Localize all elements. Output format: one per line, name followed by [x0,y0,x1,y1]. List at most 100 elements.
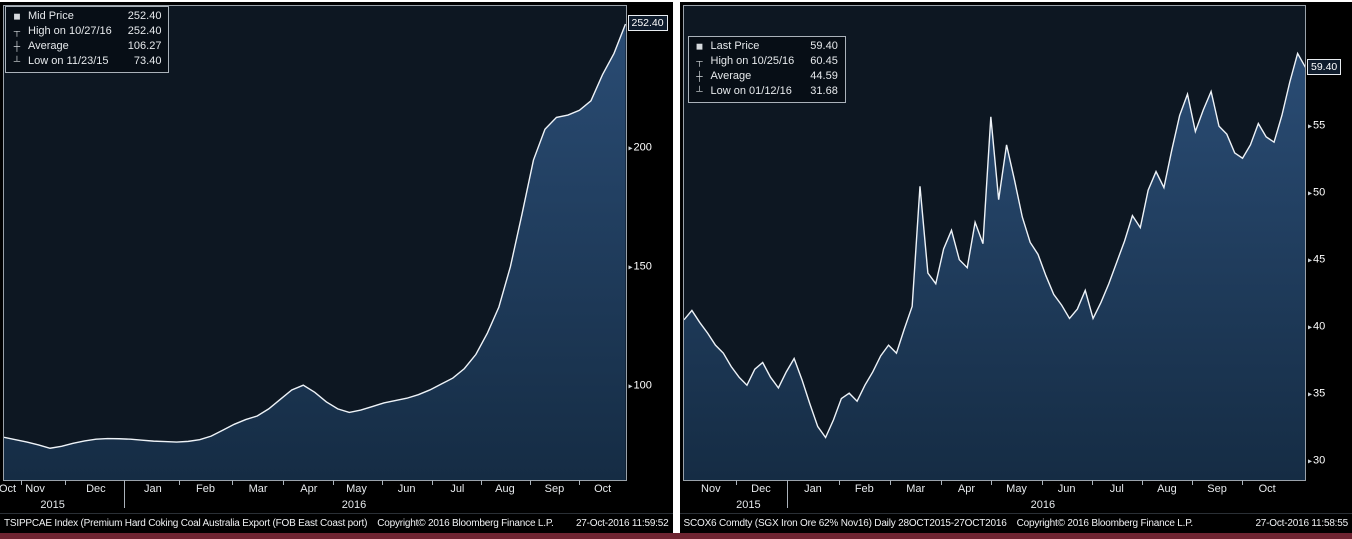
legend-label: High on 10/25/16 [710,55,795,67]
x-axis-month-label: Sep [544,483,565,495]
x-axis-tick [65,480,67,485]
x-axis-month-label: Jul [450,483,465,495]
tick-arrow-icon: ▸ [1308,389,1313,399]
legend-value: 31.68 [810,85,838,97]
x-axis-tick [1091,480,1093,485]
plot-region: 59.40 ▸ 30 ▸ 35 ▸ 40 ▸ 45 ▸ 50 ▸ 55 ◼ Last Price 59… [680,2,1352,481]
x-axis-month-label: Apr [957,483,975,495]
tick-arrow-icon: ▸ [1308,255,1313,265]
x-axis-tick [1141,480,1143,485]
legend-row-low[interactable]: ┴ Low on 01/12/16 31.68 [693,84,838,99]
x-axis-tick [890,480,891,485]
x-axis-month-label: May [1006,483,1027,495]
chart-footer: TSIPPCAE Index (Premium Hard Coking Coal… [0,513,673,533]
x-axis-month-label: Feb [196,483,215,495]
year-boundary-tick [124,480,126,508]
legend-value: 73.40 [133,55,162,67]
y-axis-tick-label: ▸ 40 [1308,320,1326,333]
last-price-axis-tag: 252.40 [627,15,668,32]
area-fill [683,53,1305,480]
year-boundary-tick [786,480,788,508]
y-axis-tick-label: ▸ 35 [1308,387,1326,400]
copyright-text: Copyright© 2016 Bloomberg Finance L.P. [377,518,554,529]
x-axis-month-label: Feb [854,483,874,495]
x-axis-year-label: 2016 [341,499,367,511]
series-square-icon: ◼ [695,41,704,51]
legend-row-high[interactable]: ┬ High on 10/25/16 60.45 [693,54,838,69]
x-axis-tick [1242,480,1244,485]
x-axis-month-label: Sep [1207,483,1227,495]
y-axis-tick-label: ▸ 50 [1308,186,1326,199]
timestamp: 27-Oct-2016 11:59:52 [575,518,669,529]
price-area-chart[interactable] [682,5,1306,481]
legend-label: Mid Price [28,10,74,22]
x-axis-month-label: Jul [1109,483,1124,495]
legend-row-price[interactable]: ◼ Mid Price 252.40 [10,9,161,24]
x-axis-tick [838,480,840,485]
x-axis-month-label: Nov [701,483,721,495]
tick-arrow-icon: ▸ [1308,121,1313,131]
x-axis-tick [431,480,433,485]
x-axis-tick [481,480,483,485]
chart-panel-coking-coal: 252.40 ▸ 100 ▸ 150 ▸ 200 ◼ Mid Price 252.40 ┬… [0,2,673,533]
x-axis-tick [941,480,943,485]
legend-value: 106.27 [127,40,162,52]
legend-value: 252.40 [127,10,162,22]
timestamp: 27-Oct-2016 11:58:55 [1255,518,1348,529]
x-axis-tick [179,480,181,485]
y-axis-tick-label: ▸ 30 [1308,454,1326,467]
chart-legend[interactable]: ◼ Last Price 59.40 ┬ High on 10/25/16 60… [687,36,846,103]
x-axis-month-label: Dec [86,483,106,495]
legend-label: Average [710,70,752,82]
x-axis-month-label: Jun [397,483,416,495]
x-axis-tick [1041,480,1043,485]
x-axis-months: Nov Dec Jan Feb Mar Apr May Jun Jul Aug Sep Oct [680,480,1307,508]
legend-value: 59.40 [810,40,838,52]
chart-panel-iron-ore: 59.40 ▸ 30 ▸ 35 ▸ 40 ▸ 45 ▸ 50 ▸ 55 ◼ Last Price 59… [679,2,1352,533]
y-axis-tick-label: ▸ 45 [1308,253,1326,266]
x-axis-tick [381,480,383,485]
y-axis: 252.40 ▸ 100 ▸ 150 ▸ 200 [627,5,673,481]
x-axis-month-label: Jun [1057,483,1076,495]
y-axis: 59.40 ▸ 30 ▸ 35 ▸ 40 ▸ 45 ▸ 50 ▸ 55 [1306,5,1352,481]
legend-row-high[interactable]: ┬ High on 10/27/16 252.40 [10,24,162,39]
average-marker-icon: ┼ [13,41,21,51]
plot-region: 252.40 ▸ 100 ▸ 150 ▸ 200 ◼ Mid Price 252.40 ┬… [0,2,673,481]
legend-row-average[interactable]: ┼ Average 44.59 [693,69,838,84]
series-square-icon: ◼ [13,11,21,21]
legend-row-low[interactable]: ┴ Low on 11/23/15 73.40 [10,54,162,69]
x-axis-month-label: Apr [300,483,318,495]
x-axis-month-label: Jan [804,483,822,495]
legend-row-average[interactable]: ┼ Average 106.27 [10,39,162,54]
y-axis-tick-label: ▸ 55 [1308,119,1326,132]
legend-value: 60.45 [810,55,838,67]
low-marker-icon: ┴ [13,56,21,66]
tick-arrow-icon: ▸ [1308,456,1313,466]
last-price-axis-tag: 59.40 [1307,58,1342,75]
x-axis-month-label: Dec [751,483,771,495]
bottom-border-bar [0,533,1352,539]
x-axis-month-label: Oct [1258,483,1276,495]
legend-label: Average [28,40,69,52]
x-axis-month-label: Oct [594,483,612,495]
area-fill [4,24,626,480]
y-axis-tick-label: ▸ 150 [628,260,652,273]
x-axis-month-label: Aug [495,483,515,495]
legend-value: 252.40 [127,25,162,37]
chart-legend[interactable]: ◼ Mid Price 252.40 ┬ High on 10/27/16 25… [5,6,170,73]
tick-arrow-icon: ▸ [628,143,633,153]
y-axis-tick-label: ▸ 100 [628,379,652,392]
legend-label: Low on 11/23/15 [28,55,109,67]
chart-svg [683,6,1305,480]
security-description: TSIPPCAE Index (Premium Hard Coking Coal… [4,518,368,529]
chart-svg [4,6,626,480]
high-marker-icon: ┬ [696,56,703,66]
x-axis-tick [283,480,285,485]
x-axis-years: 2015 2016 [680,497,1307,513]
x-axis-month-label: Jan [143,483,162,495]
legend-row-price[interactable]: ◼ Last Price 59.40 [693,39,838,54]
x-axis-tick [578,480,580,485]
price-area-chart[interactable] [3,5,627,481]
x-axis-tick [529,480,531,485]
